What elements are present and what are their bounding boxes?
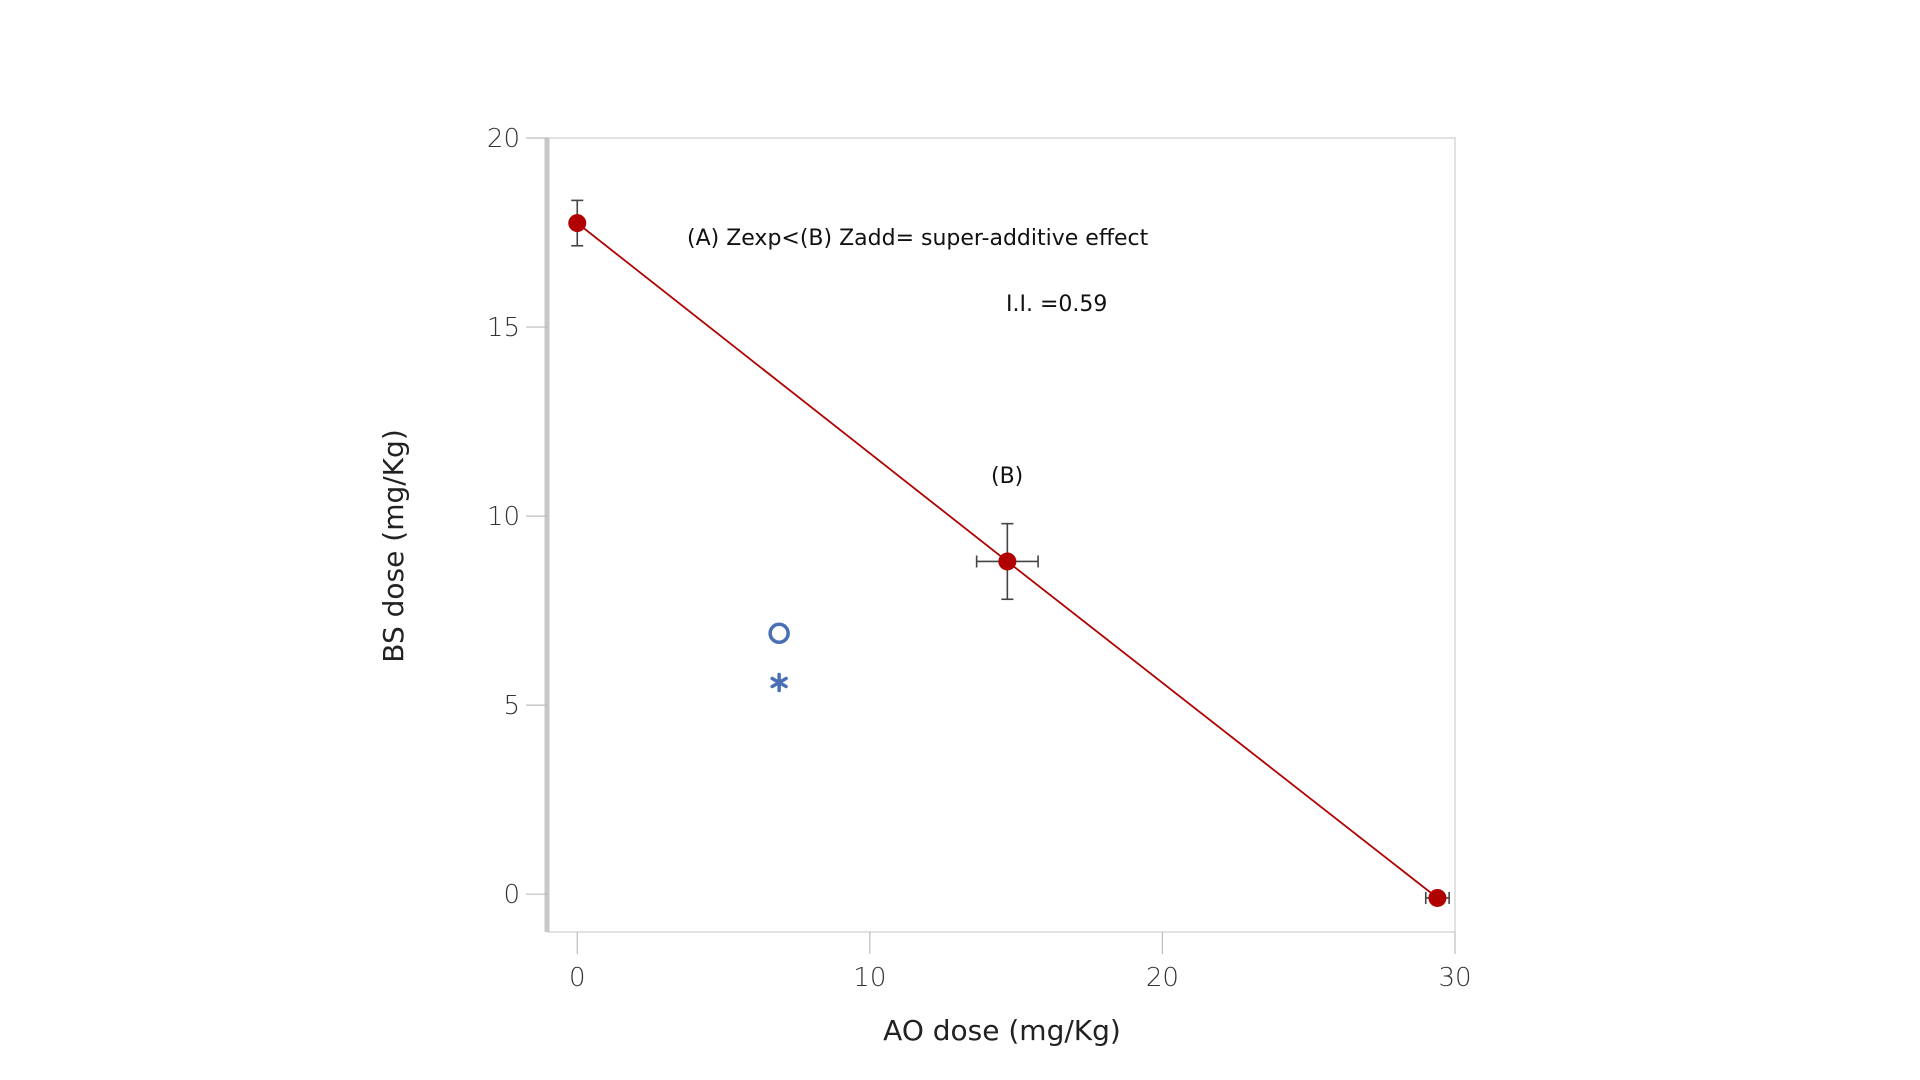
y-tick-label: 15 [487,313,520,343]
x-tick-label: 30 [1438,963,1471,993]
isobole-point-2 [1428,888,1447,907]
x-tick-label: 10 [853,963,886,993]
y-axis-label: BS dose (mg/Kg) [377,429,410,662]
y-tick-label: 5 [503,691,520,721]
x-axis-label: AO dose (mg/Kg) [883,1014,1121,1047]
isobole-point-0 [568,214,587,233]
point-b-label: (B) [991,464,1023,489]
experimental-circle-point [768,622,790,645]
y-axis: 0 5 10 15 20 [487,124,548,910]
isobole-point-1 [998,552,1017,571]
x-tick-label: 20 [1146,963,1179,993]
plot-frame [544,137,1456,933]
isobole-line [568,199,1450,907]
asterisk-stroke [770,676,788,689]
experimental-asterisk-point [770,672,788,693]
experimental-points [768,622,790,693]
y-tick-label: 20 [487,124,520,154]
y-tick-label: 10 [487,502,520,532]
x-axis: 0 10 20 30 [569,932,1472,993]
title-annotation: (A) Zexp<(B) Zadd= super-additive effect [687,226,1149,251]
interaction-index-annotation: I.I. =0.59 [1006,292,1107,317]
x-tick-label: 0 [569,963,586,993]
plot-border [547,137,1456,933]
y-tick-label: 0 [503,880,520,910]
